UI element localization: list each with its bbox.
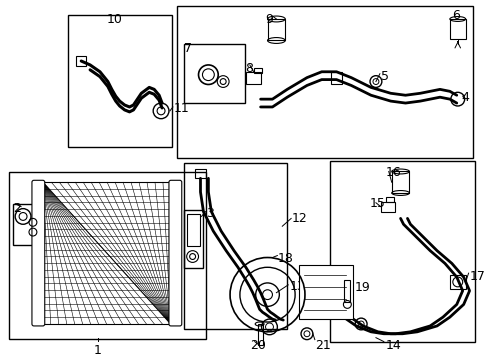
Text: 12: 12 [292,212,308,225]
Bar [386,197,393,202]
Bar [344,280,350,302]
Text: 1: 1 [94,343,102,356]
Text: 2: 2 [13,202,21,215]
Text: 8: 8 [245,62,253,75]
Bar [43,182,171,324]
Text: 16: 16 [386,166,401,179]
Text: 21: 21 [315,339,331,352]
Text: 7: 7 [184,42,192,55]
Text: 20: 20 [250,339,266,352]
Text: 5: 5 [381,70,389,83]
Bar [184,210,203,268]
Text: 9: 9 [266,13,273,26]
Bar [246,72,261,84]
Text: 10: 10 [107,13,122,26]
Bar [76,56,86,66]
Bar [195,168,206,178]
Text: 17: 17 [469,270,486,283]
Bar [69,15,172,147]
Bar [330,161,475,342]
Bar [9,172,206,339]
Text: 14: 14 [386,339,401,352]
Text: 6: 6 [452,9,460,22]
Bar [13,204,41,245]
Text: 11: 11 [174,102,190,115]
Bar [184,163,287,329]
Bar [331,72,343,84]
Bar [450,19,465,39]
Text: 18: 18 [277,252,293,265]
FancyBboxPatch shape [32,180,45,326]
Bar [177,6,472,158]
Text: 4: 4 [462,91,469,104]
Bar [450,275,465,289]
Text: 19: 19 [354,281,370,294]
FancyBboxPatch shape [169,180,182,326]
Bar [268,19,285,40]
Bar [392,171,410,193]
Bar [187,215,199,246]
Bar [381,202,394,212]
Text: 13: 13 [289,280,305,293]
Bar [258,324,263,346]
Text: 3: 3 [206,207,214,220]
Bar [184,44,245,103]
Bar [299,265,353,319]
Text: 15: 15 [370,197,386,210]
Bar [254,68,262,73]
